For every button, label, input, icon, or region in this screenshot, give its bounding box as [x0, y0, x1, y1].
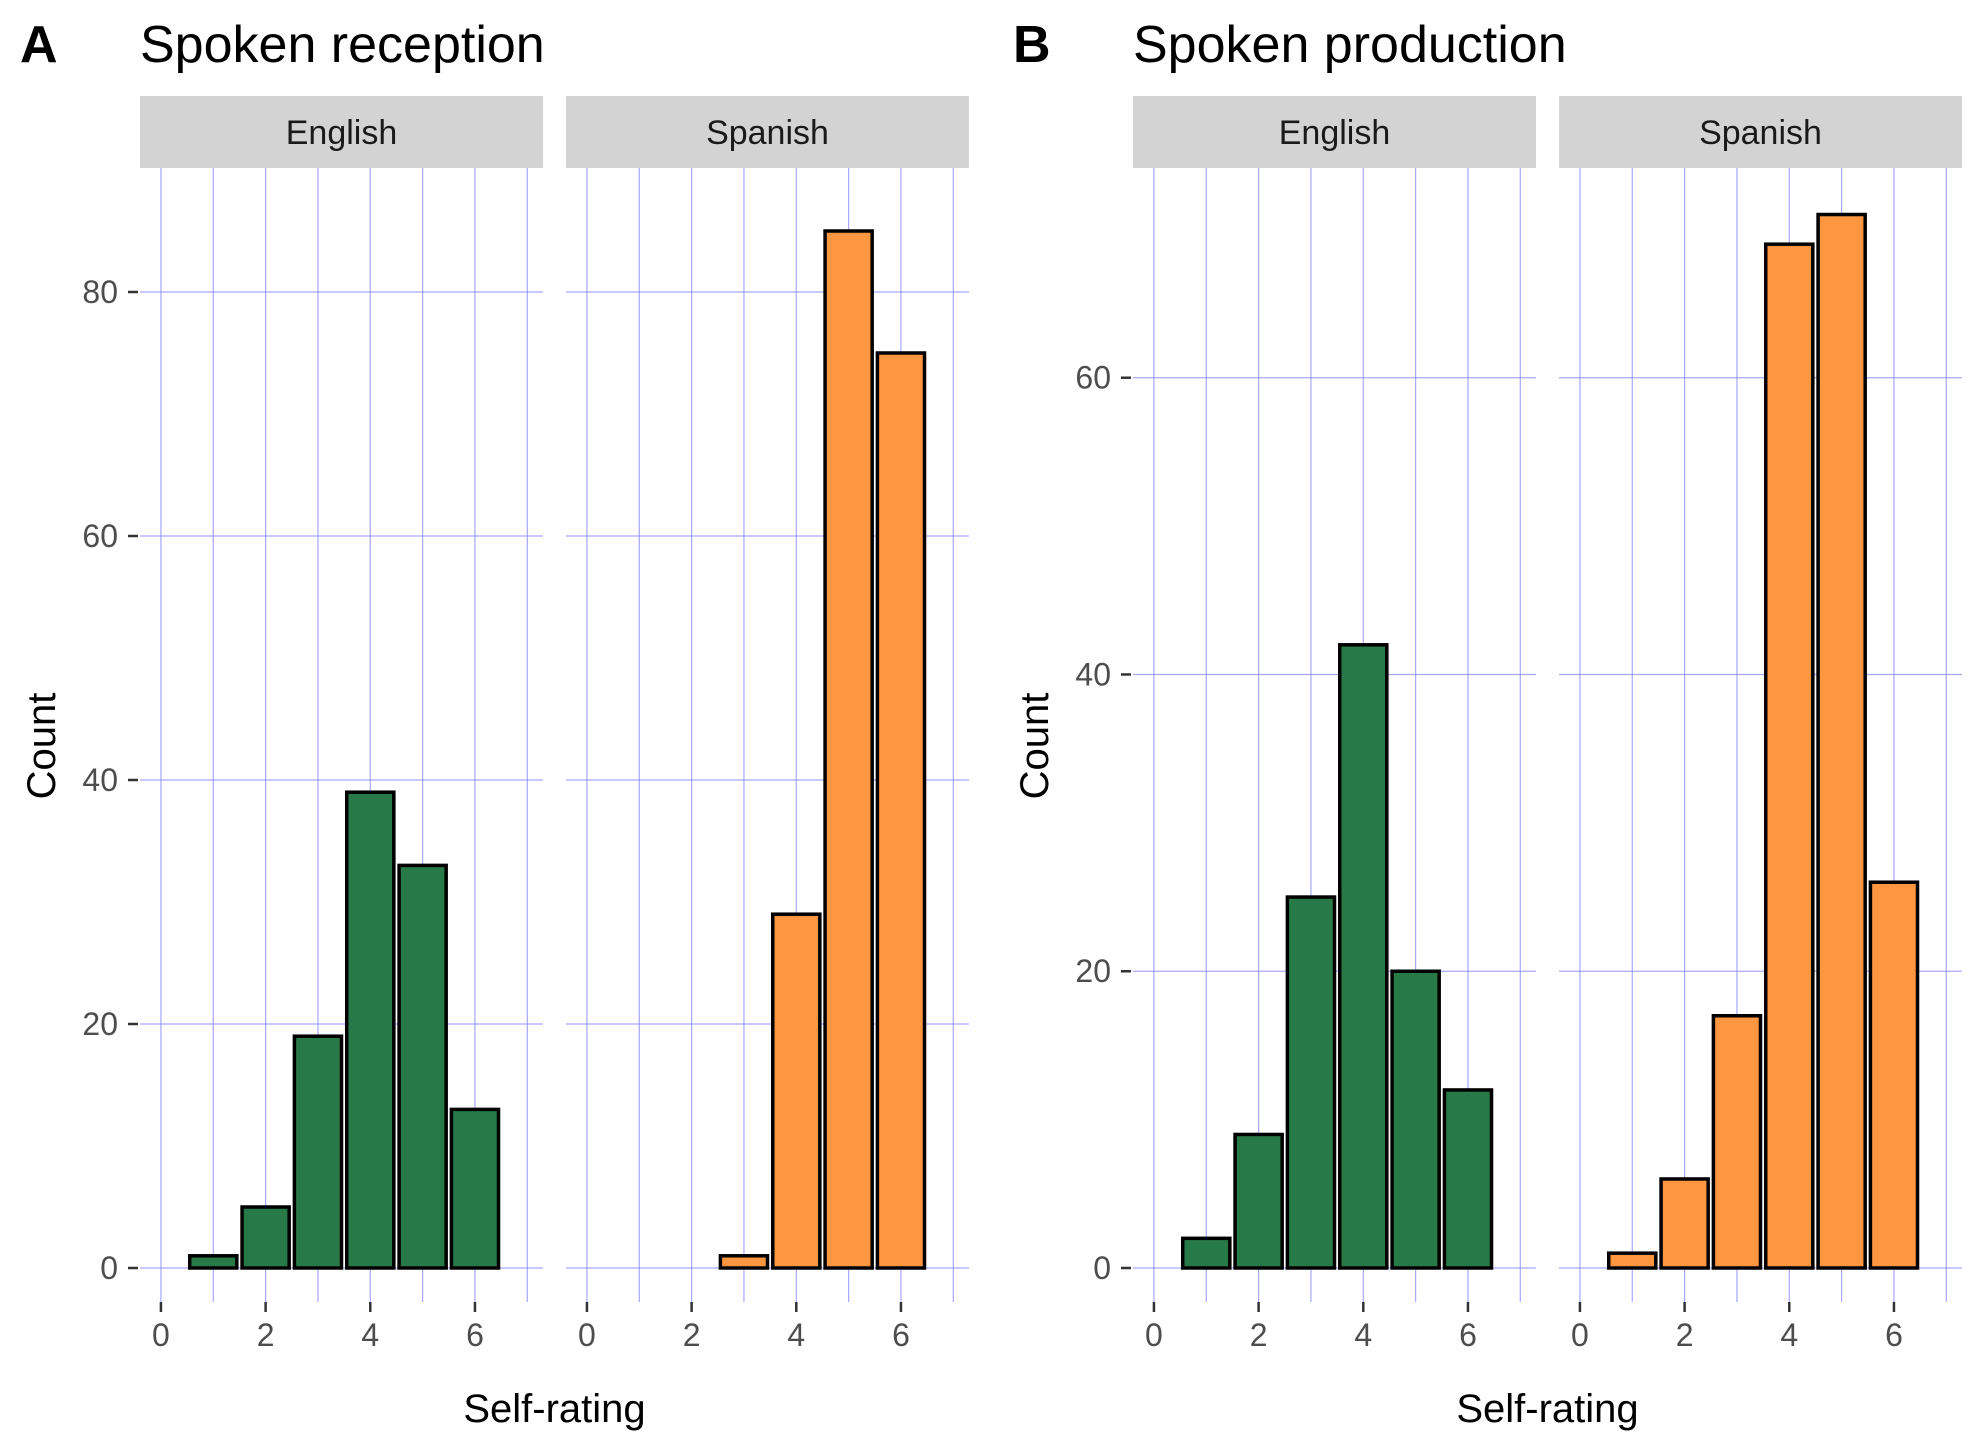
facet-english: English 0 2 4 6 [140, 96, 543, 1353]
bar-english-6 [449, 1107, 501, 1270]
x-axis-title: Self-rating [463, 1387, 645, 1431]
x-tick-label: 6 [466, 1317, 484, 1353]
y-tick-label: 20 [82, 1006, 118, 1042]
facet-strip-label: English [1279, 114, 1391, 152]
facet-strip [566, 96, 969, 168]
x-tick-label: 0 [152, 1317, 170, 1353]
bar-english-5 [1390, 969, 1441, 1270]
panel-title: Spoken production [1133, 16, 1567, 74]
x-tick-label: 4 [1354, 1317, 1372, 1353]
bar-english-2 [240, 1205, 291, 1270]
bar-spanish-2 [1659, 1177, 1710, 1270]
x-tick-label: 2 [683, 1317, 701, 1353]
bar-spanish-5 [1816, 212, 1867, 1270]
bar-english-3 [1285, 895, 1337, 1270]
facet-spanish: Spanish 0 2 4 6 [566, 96, 969, 1353]
bar-english-4 [344, 790, 396, 1270]
panel-letter: B [1013, 16, 1051, 74]
panel-b: B Spoken production English 0 2 4 6 Spanish 0 2 4 6… [1013, 16, 1962, 1431]
facet-strip-label: Spanish [706, 114, 829, 152]
x-tick-label: 2 [1250, 1317, 1268, 1353]
x-tick-label: 6 [1459, 1317, 1477, 1353]
bar-english-5 [397, 863, 448, 1270]
facet-spanish: Spanish 0 2 4 6 [1559, 96, 1962, 1353]
bar-spanish-6 [875, 351, 927, 1270]
bar-spanish-4 [770, 912, 822, 1270]
y-axis-title: Count [1013, 693, 1057, 800]
panel-letter: A [20, 16, 58, 74]
x-tick-label: 0 [578, 1317, 596, 1353]
bar-english-3 [292, 1034, 344, 1270]
panel-title: Spoken reception [140, 16, 545, 74]
x-axis-title: Self-rating [1456, 1387, 1638, 1431]
y-tick-label: 40 [82, 762, 118, 798]
x-tick-label: 6 [892, 1317, 910, 1353]
bar-spanish-6 [1868, 880, 1920, 1270]
bar-english-1 [187, 1254, 239, 1270]
facet-strip-label: English [286, 114, 398, 152]
bar-english-6 [1442, 1088, 1494, 1270]
facet-strip [1133, 96, 1536, 168]
y-tick-label: 80 [82, 274, 118, 310]
y-tick-label: 20 [1075, 953, 1111, 989]
facet-strip-label: Spanish [1699, 114, 1822, 152]
bar-spanish-5 [823, 229, 874, 1270]
x-tick-label: 0 [1145, 1317, 1163, 1353]
bar-spanish-3 [1711, 1014, 1763, 1270]
y-tick-label: 0 [1093, 1250, 1111, 1286]
bar-spanish-4 [1763, 242, 1815, 1270]
bar-spanish-1 [1606, 1251, 1658, 1270]
facet-strip [1559, 96, 1962, 168]
x-tick-label: 4 [361, 1317, 379, 1353]
facet-english: English 0 2 4 6 [1133, 96, 1536, 1353]
bar-english-1 [1180, 1236, 1232, 1270]
bar-english-2 [1233, 1132, 1284, 1270]
x-tick-label: 6 [1885, 1317, 1903, 1353]
y-tick-label: 60 [1075, 360, 1111, 396]
y-axis-title: Count [20, 693, 64, 800]
x-tick-label: 2 [257, 1317, 275, 1353]
y-tick-label: 0 [100, 1250, 118, 1286]
y-tick-label: 60 [82, 518, 118, 554]
y-tick-label: 40 [1075, 656, 1111, 692]
facet-strip [140, 96, 543, 168]
x-tick-label: 4 [787, 1317, 805, 1353]
x-tick-label: 4 [1780, 1317, 1798, 1353]
x-tick-label: 2 [1676, 1317, 1694, 1353]
x-tick-label: 0 [1571, 1317, 1589, 1353]
bar-spanish-3 [718, 1254, 770, 1270]
bar-english-4 [1337, 643, 1389, 1270]
